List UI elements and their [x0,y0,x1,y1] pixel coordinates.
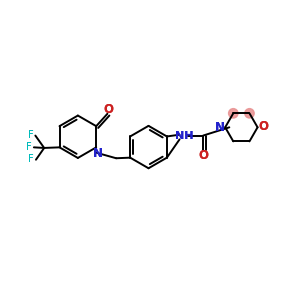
Text: O: O [198,149,208,162]
Text: F: F [28,154,34,164]
Text: N: N [92,147,102,160]
Circle shape [229,109,238,118]
Text: O: O [258,120,268,133]
Text: F: F [26,142,32,152]
Text: F: F [28,130,33,140]
Text: O: O [103,103,113,116]
Text: N: N [92,147,102,160]
Text: N: N [215,122,225,134]
Text: F: F [28,130,33,140]
Text: F: F [28,154,34,164]
Text: O: O [103,103,113,116]
Text: F: F [26,142,32,152]
Text: NH: NH [175,130,193,141]
Text: NH: NH [175,130,193,141]
Text: O: O [198,149,208,162]
Circle shape [245,109,254,118]
Text: O: O [258,120,268,133]
Text: N: N [215,122,225,134]
